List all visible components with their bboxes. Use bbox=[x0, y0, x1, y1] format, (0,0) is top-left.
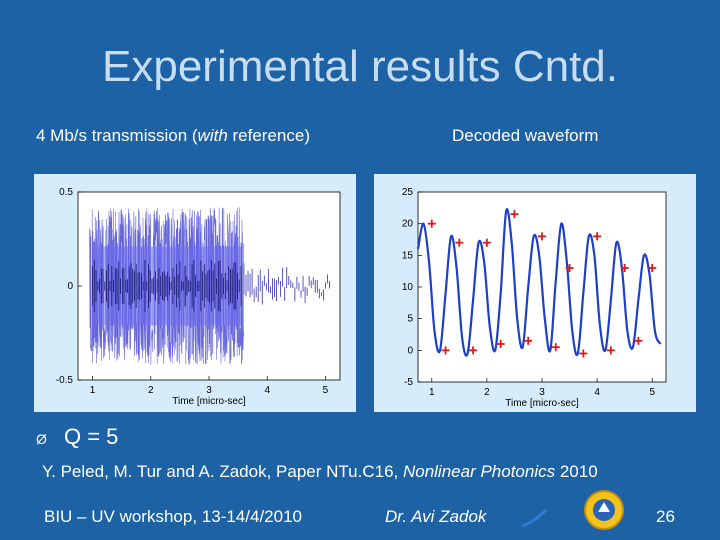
citation-authors: Y. Peled, M. Tur and A. Zadok, Paper NTu… bbox=[42, 462, 403, 481]
y-tick-label: 15 bbox=[402, 250, 414, 261]
x-tick-label: 3 bbox=[206, 385, 212, 396]
right-chart-panel: 1 2 3 4 5 25 20 15 10 5 0 -5 Time [micro-sec] bbox=[374, 174, 696, 412]
x-tick-label: 4 bbox=[594, 387, 600, 398]
slide-title: Experimental results Cntd. bbox=[102, 42, 618, 91]
trough-marker bbox=[496, 340, 505, 348]
y-tick-label: 0.5 bbox=[59, 187, 73, 198]
x-tick-label: 2 bbox=[148, 385, 154, 396]
peak-marker bbox=[427, 219, 436, 228]
left-chart-caption: 4 Mb/s transmission (with reference) bbox=[36, 126, 310, 146]
peak-marker bbox=[482, 238, 491, 247]
peak-marker bbox=[538, 232, 546, 241]
trough-marker bbox=[469, 346, 478, 355]
x-axis-label: Time [micro-sec] bbox=[172, 396, 246, 407]
peak-marker bbox=[620, 264, 629, 272]
trough-marker bbox=[579, 349, 588, 358]
left-chart-panel: 1 2 3 4 5 0.5 0 -0.5 Time [micro-sec] bbox=[34, 174, 356, 412]
trough-marker bbox=[441, 346, 450, 355]
peak-marker bbox=[510, 210, 519, 219]
x-tick-label: 1 bbox=[429, 387, 435, 398]
trough-marker bbox=[606, 346, 615, 355]
citation-year: 2010 bbox=[555, 462, 598, 481]
decoded-waveform-chart: 1 2 3 4 5 25 20 15 10 5 0 -5 Time [micro-sec] bbox=[402, 187, 667, 409]
y-tick-label: 10 bbox=[402, 282, 414, 293]
peak-marker bbox=[565, 264, 574, 272]
trough-marker bbox=[551, 343, 560, 352]
x-tick-label: 1 bbox=[90, 385, 96, 396]
x-axis-label: Time [micro-sec] bbox=[505, 398, 579, 409]
university-logo bbox=[518, 488, 648, 537]
logo-swoosh-icon bbox=[521, 508, 548, 528]
footer-author: Dr. Avi Zadok bbox=[385, 507, 487, 526]
x-tick-label: 2 bbox=[484, 387, 490, 398]
trough-marker bbox=[634, 336, 643, 345]
left-caption-text-end: reference) bbox=[227, 126, 310, 145]
right-chart-caption: Decoded waveform bbox=[452, 126, 599, 145]
x-tick-label: 5 bbox=[649, 387, 655, 398]
y-tick-label: -0.5 bbox=[56, 375, 74, 386]
peak-marker bbox=[455, 238, 464, 247]
left-caption-text: 4 Mb/s transmission ( bbox=[36, 126, 198, 145]
y-tick-label: 20 bbox=[402, 219, 414, 230]
bullet-arrow-icon: Ø bbox=[36, 431, 47, 447]
y-tick-label: -5 bbox=[404, 377, 413, 388]
y-tick-label: 5 bbox=[407, 314, 413, 325]
citation: Y. Peled, M. Tur and A. Zadok, Paper NTu… bbox=[42, 462, 598, 482]
waveform-line bbox=[416, 208, 662, 357]
y-tick-label: 0 bbox=[407, 345, 413, 356]
peak-marker bbox=[593, 232, 602, 241]
bullet-q-factor: Ø Q = 5 bbox=[36, 424, 118, 450]
x-tick-label: 5 bbox=[323, 385, 329, 396]
page-number: 26 bbox=[656, 507, 675, 526]
x-tick-label: 4 bbox=[264, 385, 270, 396]
left-caption-emphasis: with bbox=[197, 126, 228, 145]
y-tick-label: 0 bbox=[67, 281, 73, 292]
x-tick-label: 3 bbox=[539, 387, 545, 398]
citation-venue: Nonlinear Photonics bbox=[402, 462, 556, 481]
y-tick-label: 25 bbox=[402, 187, 414, 198]
peak-marker bbox=[648, 264, 657, 272]
trough-marker bbox=[524, 336, 533, 345]
q-factor-text: Q = 5 bbox=[64, 424, 119, 449]
footer-event: BIU – UV workshop, 13-14/4/2010 bbox=[44, 507, 302, 526]
received-signal-chart: 1 2 3 4 5 0.5 0 -0.5 Time [micro-sec] bbox=[56, 187, 341, 407]
